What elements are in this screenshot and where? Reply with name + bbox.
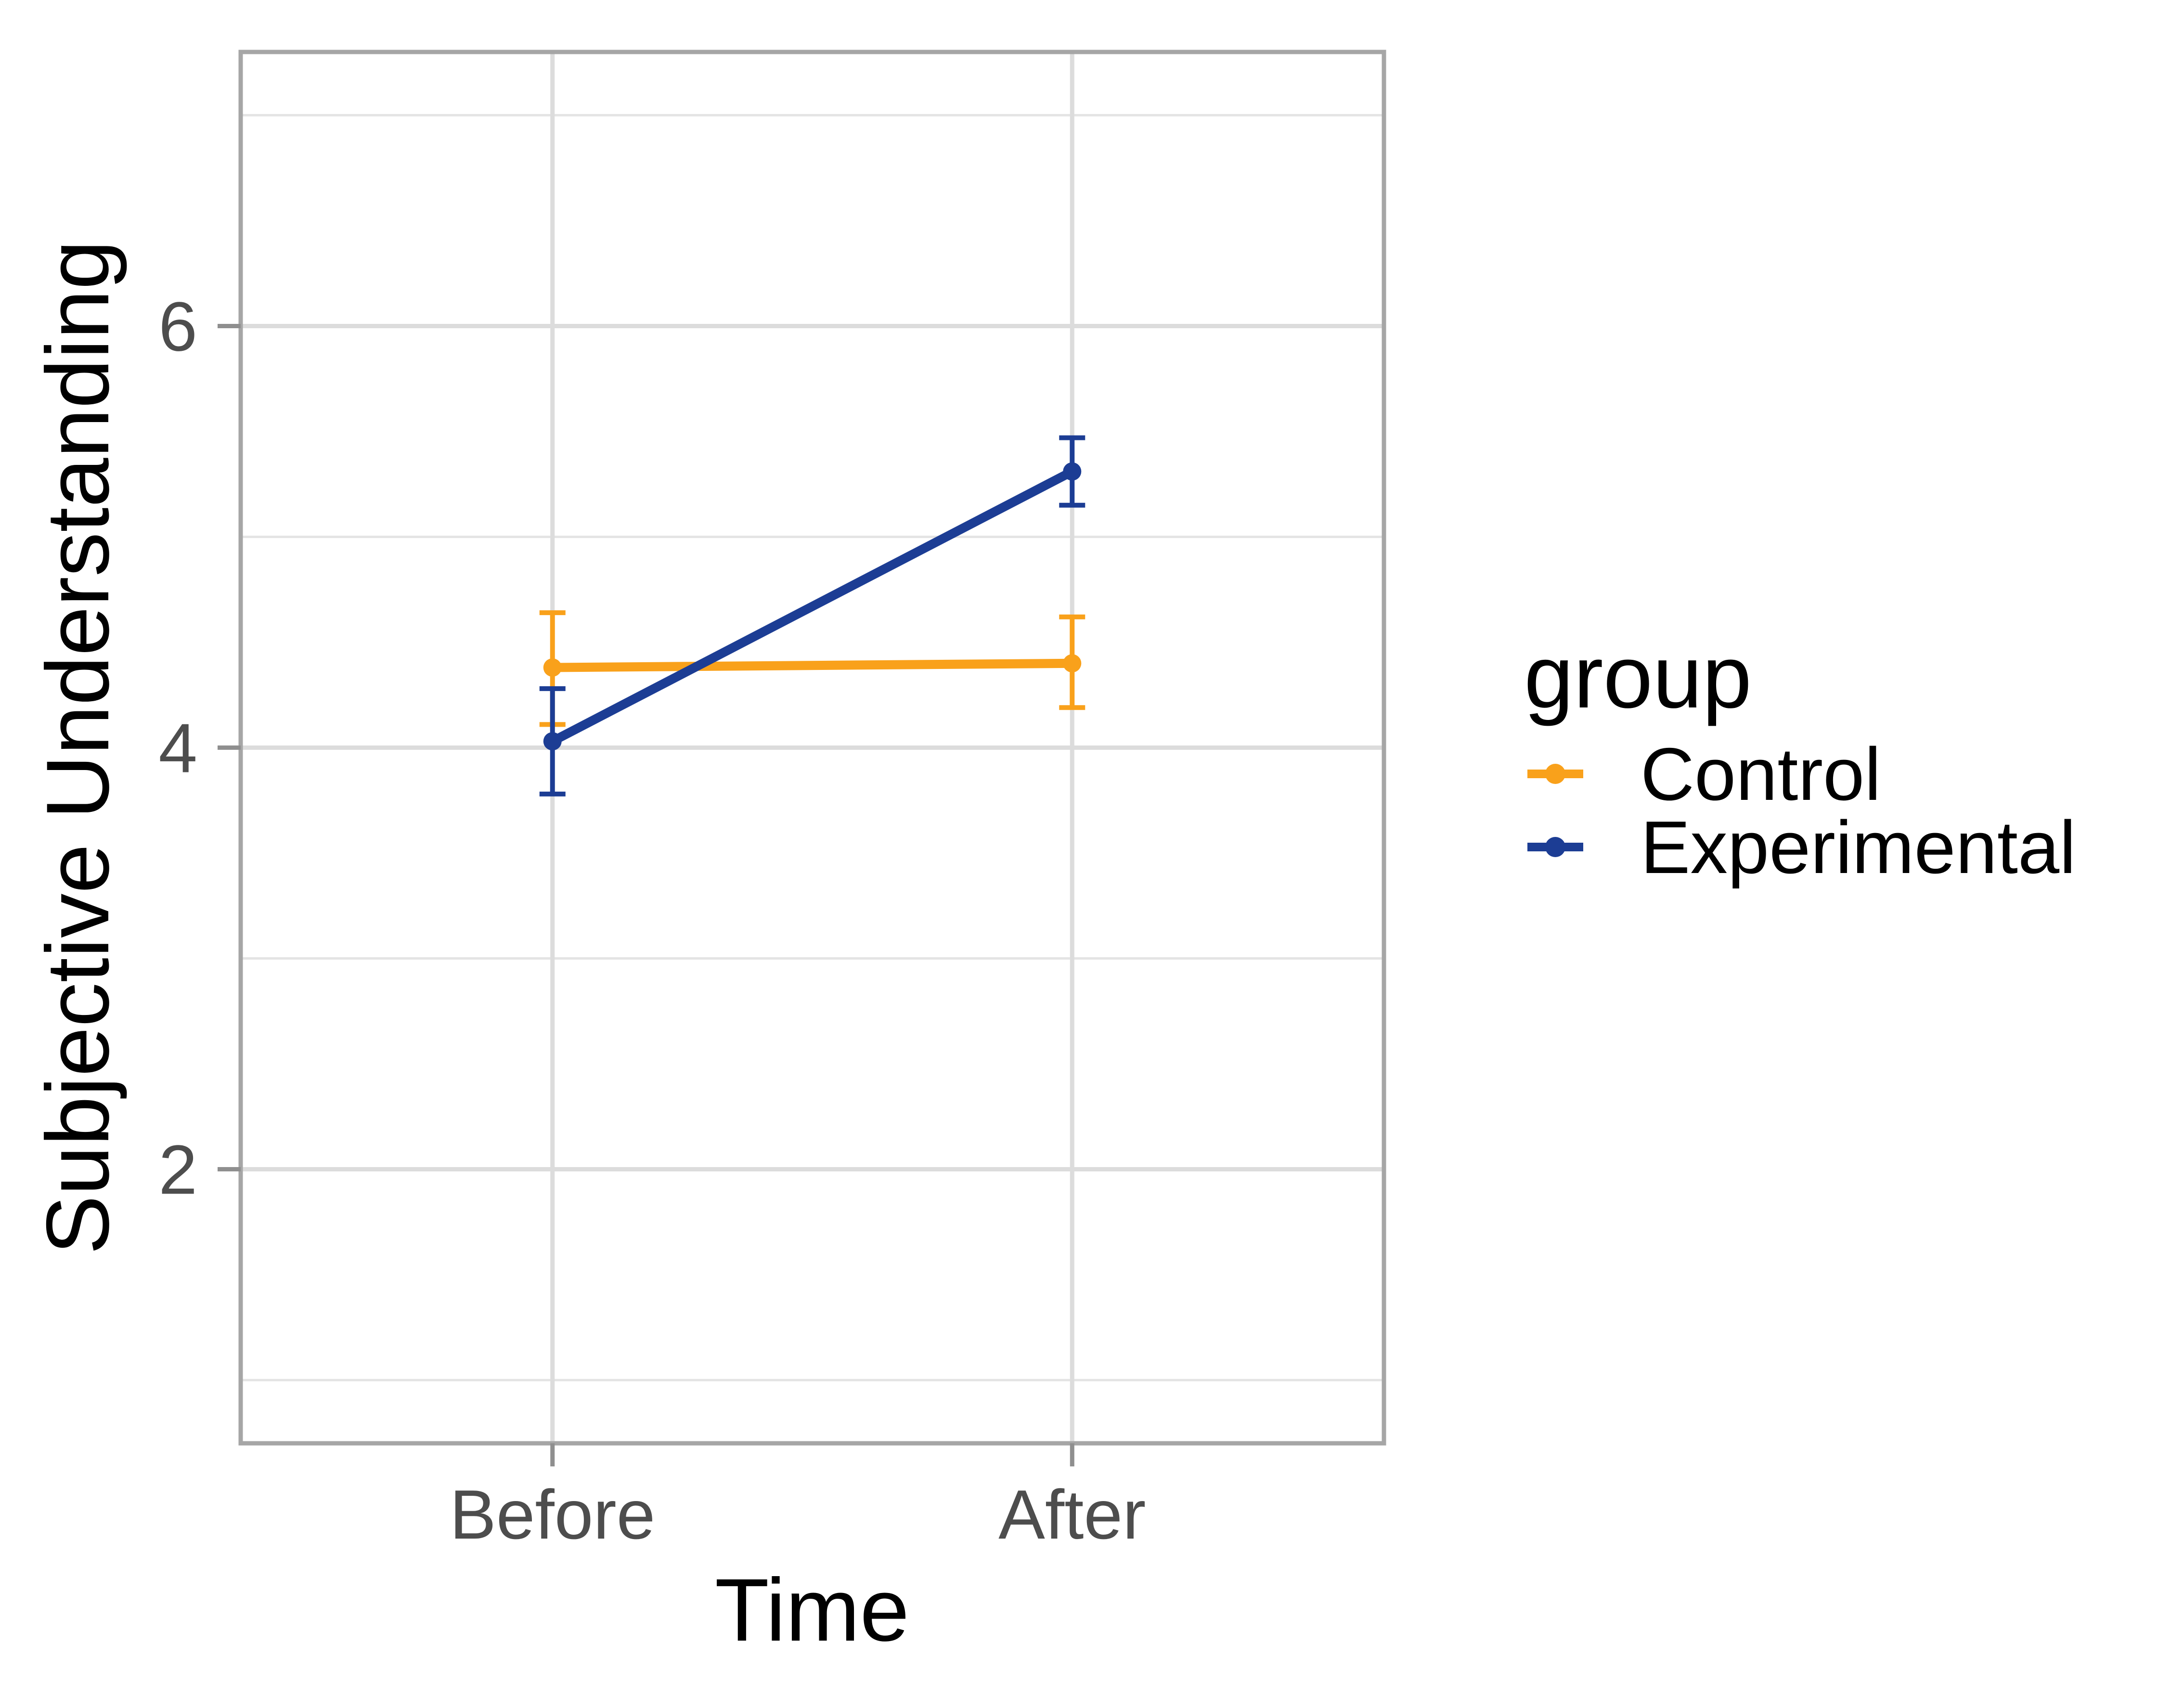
y-axis-title: Subjective Understanding: [28, 240, 128, 1255]
legend-entry-control: Control: [1527, 732, 1881, 816]
series-line: [550, 467, 1074, 745]
data-point: [543, 658, 562, 677]
legend-entry-experimental: Experimental: [1527, 806, 2076, 889]
legend-key-point: [1545, 764, 1565, 784]
legend-key-point: [1545, 837, 1565, 857]
series-experimental: [539, 435, 1085, 796]
data-point: [1063, 462, 1082, 481]
y-tick-label: 4: [158, 709, 197, 787]
y-tick-label: 6: [158, 287, 197, 365]
x-tick-label: Before: [450, 1476, 655, 1554]
data-point: [1063, 654, 1082, 673]
x-axis-title: Time: [715, 1561, 909, 1660]
series-line: [552, 658, 1073, 672]
y-tick-label: 2: [158, 1131, 197, 1209]
legend-entry-label: Control: [1641, 732, 1881, 816]
x-tick-label: After: [998, 1476, 1146, 1554]
legend-entry-label: Experimental: [1641, 806, 2076, 889]
axes-layer: 2 4 6 Before After: [158, 287, 1146, 1554]
legend-title: group: [1524, 628, 1752, 727]
series-layer: [539, 435, 1085, 796]
data-point: [543, 732, 562, 751]
